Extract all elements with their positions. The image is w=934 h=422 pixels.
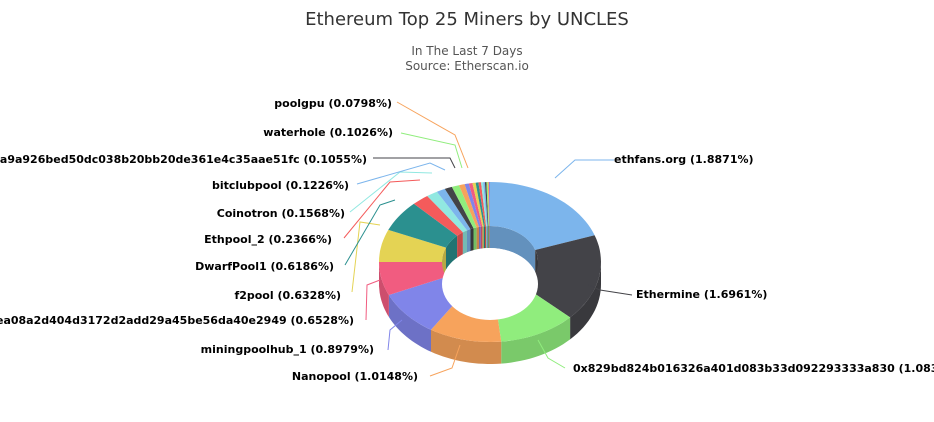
slice-side-wall [431,329,502,364]
leader-line [373,157,456,169]
slice-f2pool[interactable] [379,229,446,262]
leader-line [356,162,446,185]
slice-ethermine[interactable] [524,235,601,318]
slice-label: bitclubpool (0.1226%) [212,179,349,192]
slice-inner-wall [446,235,458,270]
slice-label: Nanopool (1.0148%) [292,370,418,383]
slice-inner-wall [488,226,490,248]
slice-inner-wall [473,227,477,251]
chart-subtitle: In The Last 7 Days Source: Etherscan.io [0,44,934,74]
leader-line [429,344,461,377]
slice-unlabeled[interactable] [488,182,490,226]
slice-waterhole[interactable] [451,185,477,229]
slice-side-wall [570,262,601,340]
slice-label: 0xa9a926bed50dc038b20bb20de361e4c35aae51… [0,153,367,166]
slice-0xa9a926bed50dc038b20bb20de361e4c35aae51fc[interactable] [444,186,474,230]
slice-inner-wall [479,226,481,249]
slice-label: DwarfPool1 (0.6186%) [195,260,334,273]
leader-line [400,132,463,169]
leader-line [351,221,381,293]
slice-label: Coinotron (0.1568%) [217,207,345,220]
slice-inner-wall [482,226,484,249]
slice-ethpool-2[interactable] [413,196,463,236]
slice-label: 0xc0ea08a2d404d3172d2add29a45be56da40e29… [0,314,354,327]
leader-line [587,284,633,296]
slice-label: ethfans.org (1.8871%) [614,153,754,166]
slice-label: miningpoolhub_1 (0.8979%) [201,343,374,356]
slice-0xc0ea08a2d404d3172d2add29a45be56da40e2949[interactable] [379,262,447,295]
slice-unlabeled[interactable] [487,182,490,226]
slice-unlabeled[interactable] [483,182,488,227]
slice-inner-wall [462,230,467,255]
slice-coinotron[interactable] [427,191,467,233]
leader-line [537,339,566,369]
slice-label: 0x829bd824b016326a401d083b33d092293333a8… [573,362,934,375]
donut-slices [379,182,601,342]
slice-label: f2pool (0.6328%) [234,289,341,302]
slice-inner-wall [487,226,489,248]
slice-inner-wall [490,226,536,272]
slice-unlabeled[interactable] [468,183,483,227]
donut-hole [442,248,538,320]
slice-label: poolgpu (0.0798%) [274,97,392,110]
chart-title: Ethereum Top 25 Miners by UNCLES [305,9,629,30]
slice-label: Ethermine (1.6961%) [636,288,767,301]
slice-side-wall [501,317,571,364]
slice-side-wall [388,295,431,352]
slice-labels: ethfans.org (1.8871%) Ethermine (1.6961%)… [0,97,934,383]
leader-lines [343,101,633,377]
leader-line [343,179,421,239]
slice-unlabeled[interactable] [484,182,489,226]
slice-inner-wall [487,226,488,249]
slice-inner-wall [486,226,487,249]
slice-bitclubpool[interactable] [436,188,471,231]
slice-unlabeled[interactable] [472,182,484,227]
slice-label: waterhole (0.1026%) [263,126,393,139]
slice-unlabeled[interactable] [464,183,481,228]
leader-line [554,159,614,179]
slice-inner-wall [480,226,483,249]
slice-inner-wall [470,228,474,252]
slice-ethfans-org[interactable] [490,182,595,250]
leader-line [344,199,396,266]
slice-inner-wall [467,229,471,253]
slice-inner-wall [483,226,485,249]
slice-side-wall [379,262,389,317]
leader-line [396,101,469,169]
slice-inner-wall [485,226,487,249]
slice-unlabeled[interactable] [481,182,487,227]
slice-inner-wall [476,227,479,250]
slice-unlabeled[interactable] [475,182,485,227]
subtitle-source: Source: Etherscan.io [405,59,529,73]
slice-label: Ethpool_2 (0.2366%) [204,233,332,246]
slice-inner-wall [457,232,463,258]
leader-line [365,279,381,321]
slice-dwarfpool1[interactable] [388,203,458,248]
slice-unlabeled[interactable] [486,182,490,226]
donut-side-walls [379,262,601,364]
leader-line [387,319,403,351]
slice-poolgpu[interactable] [459,184,479,228]
slice-inner-wall [489,226,490,248]
subtitle-period: In The Last 7 Days [411,44,523,58]
slice-unlabeled[interactable] [478,182,487,227]
